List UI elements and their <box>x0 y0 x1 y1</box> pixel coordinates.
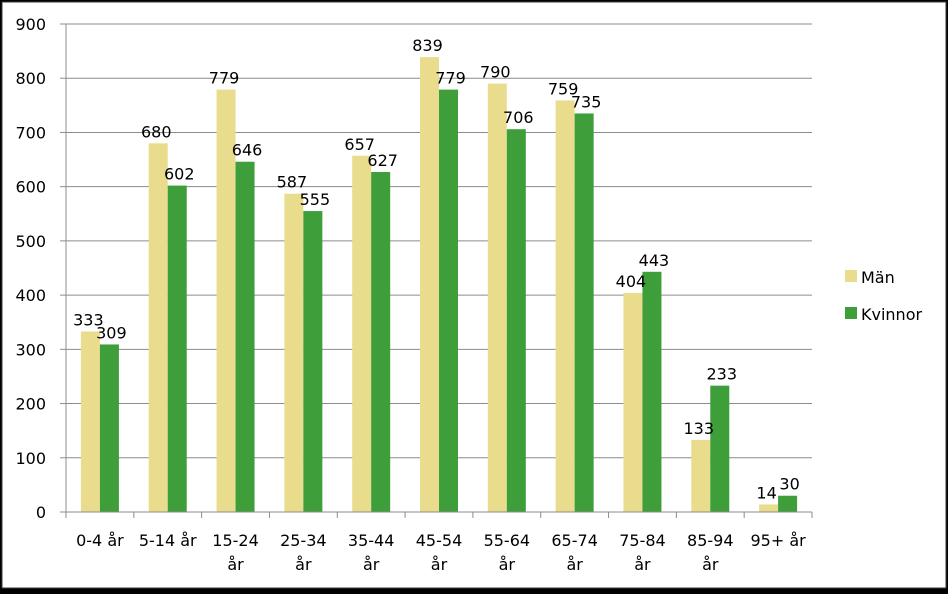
x-tick-label-line: 75-84 <box>619 531 666 550</box>
x-tick-label: 85-94 år <box>687 531 734 574</box>
bar-man <box>555 100 575 512</box>
data-label: 309 <box>96 323 127 342</box>
legend-label: Män <box>861 268 895 287</box>
data-label: 443 <box>639 251 670 270</box>
x-tick-label: 55-64 år <box>484 531 531 574</box>
x-tick-label-line: 65-74 <box>551 531 598 550</box>
x-tick-label: 25-34 år <box>280 531 327 574</box>
data-label: 680 <box>141 122 172 141</box>
x-tick-label-line: år <box>363 555 380 574</box>
bar-man <box>352 155 372 512</box>
y-tick-label: 300 <box>15 340 46 359</box>
legend-swatch <box>845 307 857 319</box>
y-tick-label: 200 <box>15 395 46 414</box>
data-label: 14 <box>756 483 776 502</box>
x-tick-label-line: år <box>566 555 583 574</box>
bar-man <box>80 331 100 512</box>
x-tick-label-line: år <box>431 555 448 574</box>
data-label: 839 <box>412 36 443 55</box>
data-label: 706 <box>503 108 534 127</box>
x-tick-label-line: 55-64 <box>484 531 531 550</box>
bar-man <box>148 143 168 513</box>
x-tick-label-line: 45-54 <box>416 531 463 550</box>
y-tick-label: 900 <box>15 15 46 34</box>
bar-man <box>759 504 779 512</box>
bar-kvinnor <box>506 129 526 513</box>
data-label: 133 <box>683 419 714 438</box>
y-tick-label: 800 <box>15 69 46 88</box>
data-label: 646 <box>232 141 263 160</box>
x-tick-label-line: 15-24 <box>212 531 259 550</box>
bar-man <box>284 193 304 512</box>
y-tick-label: 500 <box>15 232 46 251</box>
x-tick-label-line: 85-94 <box>687 531 734 550</box>
data-label: 587 <box>277 173 308 192</box>
y-tick-label: 100 <box>15 449 46 468</box>
data-label: 30 <box>779 475 799 494</box>
x-tick-label-line: år <box>227 555 244 574</box>
bar-man <box>487 83 507 513</box>
y-tick-label: 400 <box>15 286 46 305</box>
bar-man <box>216 89 236 512</box>
data-label: 233 <box>706 365 737 384</box>
bar-man <box>623 292 643 512</box>
bar-man <box>691 439 711 512</box>
legend-swatch <box>845 270 857 282</box>
x-tick-label-line: 35-44 <box>348 531 395 550</box>
x-tick-label: 75-84 år <box>619 531 666 574</box>
data-label: 657 <box>344 135 375 154</box>
x-tick-label: 15-24 år <box>212 531 259 574</box>
x-tick-label-line: 5-14 år <box>139 531 197 550</box>
x-tick-label: 45-54 år <box>416 531 463 574</box>
y-tick-label: 700 <box>15 123 46 142</box>
x-tick-label-line: år <box>702 555 719 574</box>
x-tick-label: 0-4 år <box>76 531 124 550</box>
axes: 0 100 200 300 400 500 600 700 800 900 0-4 år 5-14 å… <box>15 15 813 574</box>
data-label: 333 <box>73 310 104 329</box>
bar-kvinnor <box>574 113 594 512</box>
y-tick-label: 0 <box>36 503 46 522</box>
bar-kvinnor <box>710 385 730 512</box>
data-label: 759 <box>548 79 579 98</box>
x-tick-label: 65-74 år <box>551 531 598 574</box>
y-tick-label: 600 <box>15 178 46 197</box>
x-tick-label-line: år <box>634 555 651 574</box>
x-tick-label-line: 25-34 <box>280 531 327 550</box>
bar-kvinnor <box>303 211 323 513</box>
bar-kvinnor <box>439 89 458 512</box>
x-tick-label: 95+ år <box>750 531 806 550</box>
bar-man <box>420 57 439 512</box>
bar-kvinnor <box>642 271 662 512</box>
data-label: 404 <box>616 272 647 291</box>
x-tick-label: 5-14 år <box>139 531 197 550</box>
bar-kvinnor <box>778 495 798 512</box>
x-tick-label-line: år <box>295 555 312 574</box>
data-labels: 333 680 779 587 657 839 790 759 404 133 14 309 602 64… <box>73 36 800 502</box>
legend-label: Kvinnor <box>861 305 922 324</box>
x-tick-label-line: 95+ år <box>750 531 806 550</box>
bar-kvinnor <box>235 161 255 513</box>
data-label: 790 <box>480 63 511 82</box>
x-tick-label-line: år <box>499 555 516 574</box>
x-tick-label-line: 0-4 år <box>76 531 124 550</box>
data-label: 602 <box>164 165 195 184</box>
data-label: 779 <box>209 69 240 88</box>
bars <box>80 57 798 513</box>
data-label: 627 <box>367 151 398 170</box>
data-label: 735 <box>571 92 602 111</box>
bar-kvinnor <box>99 344 119 512</box>
bar-kvinnor <box>167 185 187 513</box>
legend: Män Kvinnor <box>845 268 922 324</box>
bar-kvinnor <box>371 172 391 512</box>
x-tick-label: 35-44 år <box>348 531 395 574</box>
data-label: 555 <box>300 190 331 209</box>
data-label: 779 <box>435 69 466 88</box>
